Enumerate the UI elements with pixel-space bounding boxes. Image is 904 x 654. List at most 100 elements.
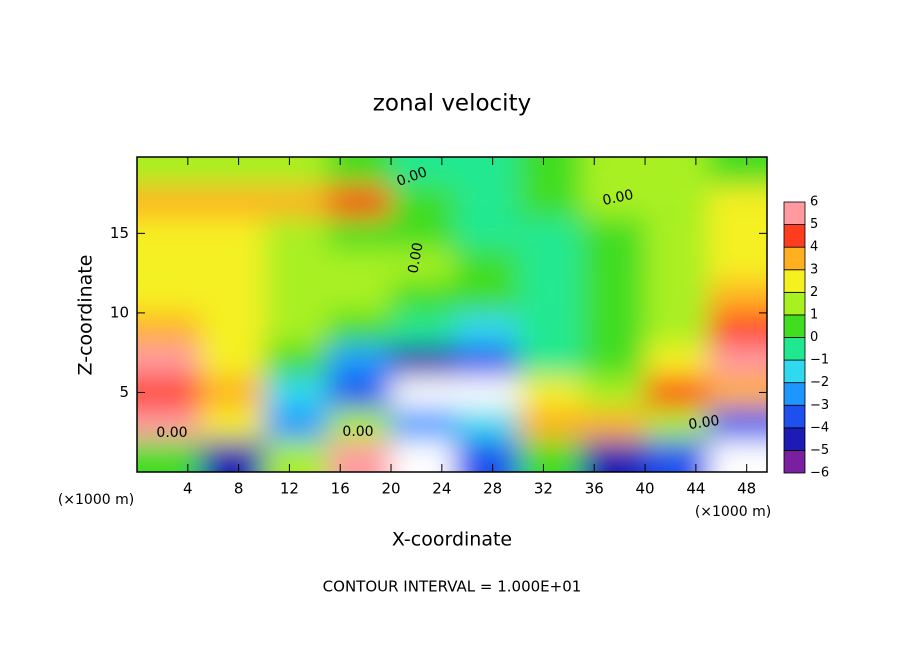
field-cell bbox=[454, 157, 519, 186]
field-cell bbox=[264, 281, 328, 313]
field-cell bbox=[391, 344, 455, 377]
contour-label: 0.00 bbox=[405, 241, 426, 274]
y-axis-label: Z-coordinate bbox=[75, 255, 97, 376]
x-tick-label: 32 bbox=[534, 480, 553, 498]
field-cell bbox=[200, 440, 265, 472]
field-cell bbox=[708, 249, 767, 282]
field-cell bbox=[200, 217, 265, 250]
field-cell bbox=[264, 312, 328, 345]
field-cell bbox=[581, 344, 646, 377]
colorbar-label: −3 bbox=[810, 398, 829, 413]
field-cell bbox=[264, 185, 328, 218]
colorbar-label: −1 bbox=[810, 353, 829, 368]
field-cell bbox=[327, 376, 392, 409]
field-cell bbox=[327, 312, 392, 345]
colorbar-label: 2 bbox=[810, 285, 818, 300]
field-cell bbox=[454, 185, 519, 218]
field-cell bbox=[708, 440, 767, 472]
footer: CONTOUR INTERVAL = 1.000E+01 bbox=[323, 578, 582, 596]
field-cell bbox=[391, 217, 455, 250]
chart-title: zonal velocity bbox=[373, 91, 531, 117]
field-cell bbox=[454, 281, 519, 313]
field-cell bbox=[454, 376, 519, 409]
field-cell bbox=[200, 312, 265, 345]
field-cell bbox=[645, 185, 709, 218]
field-cell bbox=[518, 281, 582, 313]
x-tick-label: 20 bbox=[381, 480, 400, 498]
field-cell bbox=[581, 217, 646, 250]
field-cell bbox=[200, 157, 265, 186]
field-cell bbox=[264, 376, 328, 409]
x-tick-label: 48 bbox=[737, 480, 756, 498]
colorbar-box bbox=[783, 269, 806, 293]
field-cell bbox=[391, 185, 455, 218]
field-cell bbox=[391, 408, 455, 441]
field-cell bbox=[200, 344, 265, 377]
field-cell bbox=[137, 157, 201, 186]
field bbox=[137, 157, 767, 472]
field-cell bbox=[454, 249, 519, 282]
colorbar-box bbox=[783, 224, 806, 248]
field-cell bbox=[264, 249, 328, 282]
field-cell bbox=[391, 312, 455, 345]
colorbar-box bbox=[783, 450, 806, 474]
field-cell bbox=[327, 249, 392, 282]
field-cell bbox=[327, 440, 392, 472]
field-cell bbox=[518, 157, 582, 186]
field-cell bbox=[327, 157, 392, 186]
field-cell bbox=[264, 157, 328, 186]
field-cell bbox=[581, 157, 646, 186]
field-cell bbox=[518, 440, 582, 472]
field-cell bbox=[137, 376, 201, 409]
field-cell bbox=[264, 408, 328, 441]
field-cell bbox=[645, 440, 709, 472]
field-cell bbox=[581, 440, 646, 472]
field-cells bbox=[137, 157, 767, 472]
x-tick-label: 12 bbox=[280, 480, 299, 498]
field-cell bbox=[645, 408, 709, 441]
colorbar-label: −4 bbox=[810, 420, 829, 435]
field-cell bbox=[264, 344, 328, 377]
field-cell bbox=[581, 281, 646, 313]
x-axis-label: X-coordinate bbox=[392, 529, 512, 551]
field-cell bbox=[518, 376, 582, 409]
field-cell bbox=[137, 217, 201, 250]
field-cell bbox=[264, 217, 328, 250]
colorbar-label: −2 bbox=[810, 375, 829, 390]
x-tick-label: 36 bbox=[585, 480, 604, 498]
field-cell bbox=[137, 281, 201, 313]
field-cell bbox=[518, 408, 582, 441]
field-cell bbox=[645, 249, 709, 282]
field-cell bbox=[137, 249, 201, 282]
field-cell bbox=[708, 185, 767, 218]
field-cell bbox=[645, 376, 709, 409]
field-cell bbox=[391, 157, 455, 186]
colorbar-box bbox=[783, 427, 806, 451]
x-tick-label: 16 bbox=[331, 480, 350, 498]
field-cell bbox=[391, 249, 455, 282]
colorbar-label: 3 bbox=[810, 262, 818, 277]
y-tick-label: 15 bbox=[110, 224, 129, 242]
field-cell bbox=[137, 312, 201, 345]
y-tick-label: 10 bbox=[110, 303, 129, 321]
field-cell bbox=[137, 440, 201, 472]
colorbar-box bbox=[783, 382, 806, 406]
field-cell bbox=[581, 376, 646, 409]
field-cell bbox=[137, 344, 201, 377]
field-cell bbox=[454, 440, 519, 472]
field-cell bbox=[518, 249, 582, 282]
field-cell bbox=[327, 185, 392, 218]
contour-label: 0.00 bbox=[601, 187, 635, 209]
field-cell bbox=[645, 281, 709, 313]
field-cell bbox=[327, 408, 392, 441]
field-cell bbox=[645, 312, 709, 345]
x-tick-label: 8 bbox=[234, 480, 244, 498]
field-cell bbox=[518, 217, 582, 250]
colorbar-box bbox=[783, 291, 806, 316]
field-cell bbox=[391, 281, 455, 313]
field-cell bbox=[708, 217, 767, 250]
x-tick-label: 40 bbox=[636, 480, 655, 498]
field-cell bbox=[581, 312, 646, 345]
x-unit-label: (×1000 m) bbox=[695, 504, 771, 520]
field-cell bbox=[645, 217, 709, 250]
